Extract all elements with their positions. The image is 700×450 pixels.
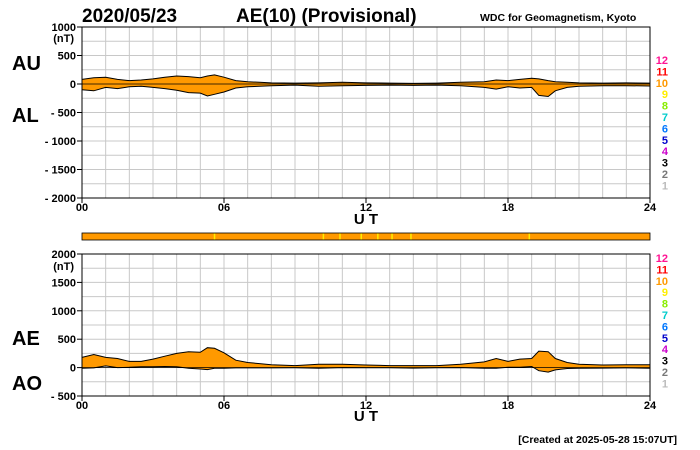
top-al-line (81, 84, 651, 98)
top-ytick-label: 500 (58, 51, 76, 63)
bottom-ytick-label: 0 (70, 363, 76, 375)
station-count-label: 9 (662, 287, 668, 299)
bottom-ytick-label: - 500 (51, 391, 76, 403)
station-count-label: 3 (662, 356, 668, 368)
station-bar-fill (81, 232, 651, 241)
bottom-ao-line (81, 365, 651, 373)
station-count-label: 9 (662, 89, 668, 101)
created-timestamp: [Created at 2025-05-28 15:07UT] (518, 434, 677, 446)
bottom-xtick-label: 00 (76, 400, 88, 412)
top-ytick-label: - 1000 (45, 136, 76, 148)
source-label: WDC for Geomagnetism, Kyoto (480, 12, 636, 24)
station-count-label: 8 (662, 101, 668, 113)
station-count-label: 6 (662, 321, 668, 333)
bottom-ae-line (81, 347, 650, 367)
al-label: AL (12, 105, 39, 127)
top-panel-area (81, 74, 651, 98)
bottom-xtick-label: 18 (502, 400, 514, 412)
bottom-panel-area (81, 347, 651, 373)
bottom-panel-grid (81, 253, 651, 397)
bottom-xtick-label: 24 (644, 400, 657, 412)
date-title: 2020/05/23 (82, 6, 177, 27)
station-count-label: 5 (662, 333, 668, 345)
au-label: AU (12, 53, 41, 75)
station-count-label: 11 (656, 264, 668, 276)
bottom-ytick-label: 1500 (52, 277, 76, 289)
bottom-xtick-label: 12 (360, 400, 372, 412)
top-ytick-label: 1000 (52, 22, 76, 34)
station-count-label: 3 (662, 158, 668, 170)
ae-label: AE (12, 328, 40, 350)
station-count-label: 12 (656, 253, 668, 265)
station-count-label: 7 (662, 310, 668, 322)
bottom-ytick-label: 1000 (52, 306, 76, 318)
station-count-label: 6 (662, 123, 668, 135)
top-xtick-label: 24 (644, 202, 657, 214)
station-count-label: 8 (662, 299, 668, 311)
top-ytick-label: - 2000 (45, 193, 76, 205)
bottom-ytick-label: 500 (58, 334, 76, 346)
ao-label: AO (12, 373, 42, 395)
chart-title: AE(10) (Provisional) (236, 6, 417, 27)
bottom-xlabel: U T (354, 408, 378, 425)
top-xtick-label: 00 (76, 202, 88, 214)
top-ytick-label: - 1500 (45, 165, 76, 177)
station-count-label: 10 (656, 276, 668, 288)
top-xtick-label: 18 (502, 202, 514, 214)
station-count-label: 4 (662, 146, 669, 158)
bottom-fill-area (82, 347, 650, 373)
station-count-bar (81, 232, 651, 241)
top-au-line (81, 74, 651, 84)
top-ytick-label: 0 (70, 79, 76, 91)
bottom-unit-label: (nT) (53, 261, 74, 273)
station-count-label: 7 (662, 112, 668, 124)
top-fill-area (82, 74, 650, 97)
station-count-label: 11 (656, 66, 668, 78)
top-panel-grid (81, 26, 651, 199)
station-count-label: 2 (662, 367, 668, 379)
top-unit-label: (nT) (53, 33, 74, 45)
station-count-label: 1 (662, 180, 668, 192)
station-count-label: 4 (662, 344, 669, 356)
bottom-xtick-label: 06 (218, 400, 230, 412)
station-count-label: 12 (656, 55, 668, 67)
station-count-label: 10 (656, 78, 668, 90)
top-xtick-label: 06 (218, 202, 230, 214)
station-count-label: 5 (662, 135, 668, 147)
station-count-label: 2 (662, 169, 668, 181)
bottom-ytick-label: 2000 (52, 249, 76, 261)
top-xlabel: U T (354, 211, 378, 228)
station-count-label: 1 (662, 378, 668, 390)
top-xtick-label: 12 (360, 202, 372, 214)
top-ytick-label: - 500 (51, 108, 76, 120)
